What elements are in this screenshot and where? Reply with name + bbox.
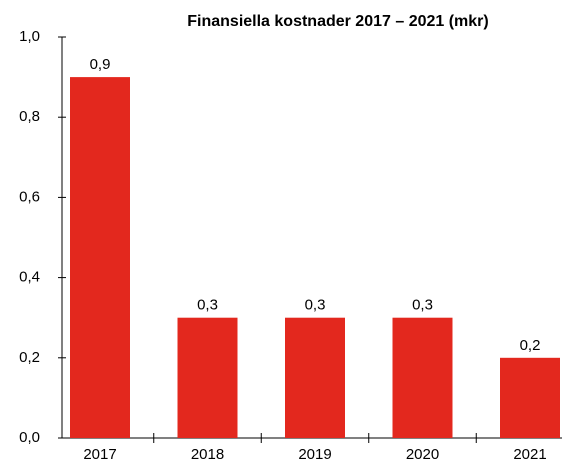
bar: [285, 317, 345, 438]
value-label: 0,9: [90, 56, 111, 73]
y-tick-label: 0,4: [19, 269, 40, 286]
bar: [177, 317, 238, 438]
x-tick-label: 2018: [191, 446, 224, 463]
chart-title: Finansiella kostnader 2017 – 2021 (mkr): [187, 13, 488, 30]
x-tick-label: 2020: [406, 446, 439, 463]
x-tick-label: 2021: [513, 446, 546, 463]
x-tick-label: 2019: [298, 446, 331, 463]
value-label: 0,3: [197, 297, 218, 314]
x-tick-label: 2017: [83, 446, 116, 463]
y-tick-label: 0,6: [19, 188, 40, 205]
bar: [500, 357, 560, 438]
y-tick-label: 1,0: [19, 28, 40, 45]
bar: [392, 317, 453, 438]
y-tick-label: 0,8: [19, 108, 40, 125]
y-tick-label: 0,2: [19, 349, 40, 366]
bar: [70, 77, 130, 438]
y-tick-label: 0,0: [19, 429, 40, 446]
value-label: 0,3: [305, 297, 326, 314]
value-label: 0,2: [520, 337, 541, 354]
value-label: 0,3: [412, 297, 433, 314]
